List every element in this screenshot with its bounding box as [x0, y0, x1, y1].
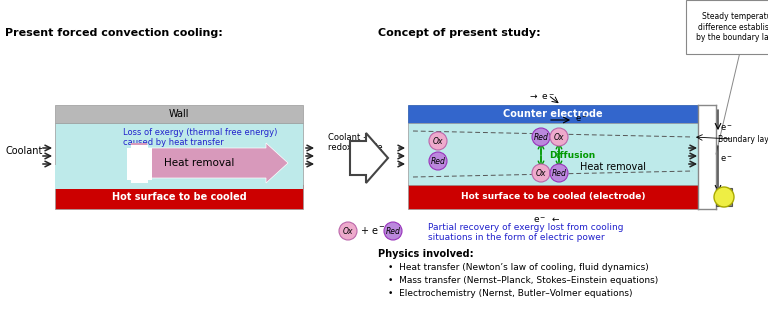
Text: Red: Red: [534, 132, 548, 141]
Bar: [408, 105, 698, 123]
Text: e$^-$ $\leftarrow$: e$^-$ $\leftarrow$: [533, 215, 560, 225]
Text: Diffusion: Diffusion: [549, 151, 595, 161]
Text: Red: Red: [551, 169, 567, 178]
Circle shape: [550, 128, 568, 146]
Text: Loss of exergy (thermal free energy)
caused by heat transfer: Loss of exergy (thermal free energy) cau…: [123, 128, 277, 148]
Circle shape: [550, 164, 568, 182]
Text: Physics involved:: Physics involved:: [378, 249, 474, 259]
Circle shape: [532, 128, 550, 146]
Bar: [127, 148, 152, 180]
Text: Counter electrode: Counter electrode: [503, 109, 603, 119]
FancyArrow shape: [350, 133, 388, 183]
Text: Red: Red: [431, 156, 445, 165]
Text: Coolant +
redox couple: Coolant + redox couple: [328, 133, 382, 152]
Text: Red: Red: [386, 227, 400, 236]
Text: Ox: Ox: [554, 132, 564, 141]
Circle shape: [532, 164, 550, 182]
Text: Heat removal: Heat removal: [164, 158, 234, 168]
Text: $\rightarrow$ e$^-$: $\rightarrow$ e$^-$: [528, 92, 555, 102]
Circle shape: [429, 132, 447, 150]
Bar: [55, 185, 303, 209]
FancyArrow shape: [131, 143, 147, 183]
Circle shape: [714, 187, 734, 207]
Text: Heat removal: Heat removal: [580, 162, 646, 172]
Text: e$^-$: e$^-$: [575, 114, 588, 124]
Text: Ox: Ox: [343, 227, 353, 236]
FancyArrow shape: [145, 143, 288, 183]
Text: Ox: Ox: [536, 169, 546, 178]
Text: Wall: Wall: [169, 109, 189, 119]
Text: Coolant: Coolant: [5, 146, 42, 156]
Bar: [408, 123, 698, 185]
Text: Hot surface to be cooled (electrode): Hot surface to be cooled (electrode): [461, 193, 645, 202]
Text: •  Heat transfer (Newton’s law of cooling, fluid dynamics): • Heat transfer (Newton’s law of cooling…: [388, 263, 649, 272]
Bar: [55, 185, 303, 189]
Bar: [131, 145, 148, 183]
Text: Present forced convection cooling:: Present forced convection cooling:: [5, 28, 223, 38]
Circle shape: [339, 222, 357, 240]
Text: e$^-$: e$^-$: [720, 154, 733, 164]
Bar: [55, 123, 303, 185]
Circle shape: [384, 222, 402, 240]
Text: e$^-$: e$^-$: [720, 123, 733, 133]
Text: •  Mass transfer (Nernst–Planck, Stokes–Einstein equations): • Mass transfer (Nernst–Planck, Stokes–E…: [388, 276, 658, 285]
Text: Boundary layers: Boundary layers: [718, 134, 768, 143]
Text: Ox: Ox: [432, 137, 443, 146]
Text: Partial recovery of exergy lost from cooling
situations in the form of electric : Partial recovery of exergy lost from coo…: [428, 223, 624, 243]
Bar: [716, 188, 732, 206]
FancyBboxPatch shape: [686, 0, 768, 54]
Circle shape: [429, 152, 447, 170]
Bar: [55, 165, 165, 185]
Bar: [408, 185, 698, 209]
Text: •  Electrochemistry (Nernst, Butler–Volmer equations): • Electrochemistry (Nernst, Butler–Volme…: [388, 289, 633, 298]
Text: Concept of present study:: Concept of present study:: [378, 28, 541, 38]
Text: Steady temperature
difference established
by the boundary layers: Steady temperature difference establishe…: [696, 12, 768, 42]
Text: + e$^-$ $\leftrightarrow$: + e$^-$ $\leftrightarrow$: [360, 226, 401, 236]
Bar: [55, 105, 303, 123]
Text: Hot surface to be cooled: Hot surface to be cooled: [111, 192, 247, 202]
